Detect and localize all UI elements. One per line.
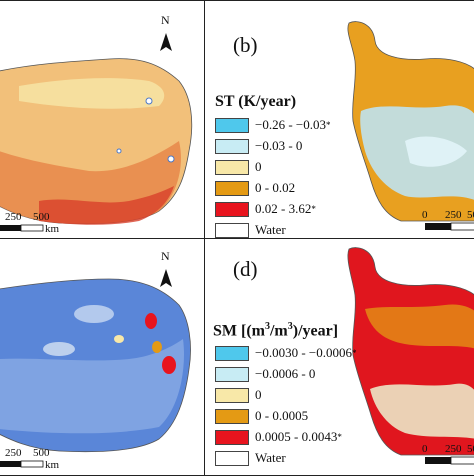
legend-d-title-sup2: 3	[287, 321, 293, 332]
scalebar-c-dark	[0, 461, 21, 467]
legend-label: −0.0030 - −0.0006	[255, 345, 352, 360]
scalebar-d-dark	[425, 457, 451, 464]
legend-item: −0.0030 - −0.0006 *	[215, 343, 357, 363]
scale-c-unit: km	[45, 459, 60, 471]
legend-label: Water	[255, 222, 286, 237]
legend-label: 0.02 - 3.62	[255, 201, 312, 216]
legend-d-title-mid: /m	[269, 322, 288, 340]
north-label-a: N	[161, 13, 170, 27]
legend-item: 0.02 - 3.62 *	[215, 199, 316, 219]
scale-a-500: 500	[33, 211, 50, 223]
legend-label: Water	[255, 450, 286, 465]
legend-label: 0	[255, 387, 262, 402]
legend-item: 0 - 0.0005	[215, 406, 308, 426]
legend-significance-mark: *	[326, 120, 331, 130]
map-b	[347, 21, 474, 231]
legend-swatch	[215, 180, 249, 196]
hot-zone-a	[39, 186, 174, 225]
north-arrow-c	[160, 269, 172, 287]
legend-d-title-prefix: SM [(m	[213, 322, 265, 340]
scale-a-unit: km	[45, 223, 60, 235]
legend-d-title-suffix: )/year]	[292, 322, 339, 340]
cool-zone-a	[19, 78, 165, 109]
legend-item: −0.03 - 0	[215, 136, 302, 156]
legend-label: 0	[255, 159, 262, 174]
panel-a: N 250 500 km	[0, 0, 206, 240]
scalebar-a-light	[20, 224, 44, 232]
legend-label: −0.0006 - 0	[255, 366, 316, 381]
legend-d-title-sup1: 3	[264, 321, 270, 332]
scale-b-0: 0	[422, 209, 428, 221]
scale-b-250: 250	[445, 209, 462, 221]
scale-d-500: 50	[467, 443, 474, 455]
legend-item: Water	[215, 448, 286, 468]
water-a2	[116, 148, 122, 154]
north-arrow-a	[160, 33, 172, 51]
legend-swatch	[215, 345, 249, 361]
north-label-c: N	[161, 249, 170, 263]
scale-c-250: 250	[5, 447, 22, 459]
map-c	[0, 269, 191, 468]
cool-patch-b	[405, 136, 467, 167]
legend-swatch	[215, 429, 249, 445]
scale-a-250: 250	[5, 211, 22, 223]
legend-swatch	[215, 201, 249, 217]
legend-swatch	[215, 408, 249, 424]
legend-swatch	[215, 222, 249, 238]
legend-item: 0	[215, 385, 262, 405]
legend-b-title: ST (K/year)	[215, 93, 297, 110]
red-patch-c2	[162, 356, 176, 374]
water-a1	[145, 97, 153, 105]
legend-label: 0 - 0.02	[255, 180, 296, 195]
legend-significance-mark: *	[352, 348, 357, 358]
pale-patch-c1	[74, 305, 114, 323]
panel-d: (d) SM [(m3/m3)/year] −0.0030 - −0.0006 *…	[204, 238, 474, 476]
legend-swatch	[215, 387, 249, 403]
legend-swatch	[215, 366, 249, 382]
panel-b-label: (b)	[233, 33, 258, 57]
legend-item: −0.26 - −0.03 *	[215, 115, 331, 135]
legend-item: 0	[215, 157, 262, 177]
legend-label: −0.26 - −0.03	[255, 117, 326, 132]
legend-label: 0.0005 - 0.0043	[255, 429, 338, 444]
pale-patch-c2	[43, 342, 75, 356]
legend-d-title: SM [(m3/m3)/year]	[213, 321, 338, 340]
legend-item: 0 - 0.02	[215, 178, 295, 198]
red-patch-c1	[145, 313, 157, 329]
water-a3	[167, 155, 175, 163]
panel-c: N 250 500 km	[0, 238, 206, 476]
scalebar-b-light	[450, 222, 474, 231]
legend-label: 0 - 0.0005	[255, 408, 309, 423]
legend-item: 0.0005 - 0.0043 *	[215, 427, 342, 447]
legend-item: −0.0006 - 0	[215, 364, 315, 384]
legend-swatch	[215, 450, 249, 466]
orange-patch-c1	[152, 341, 162, 353]
legend-swatch	[215, 138, 249, 154]
map-d	[347, 247, 474, 465]
scale-c-500: 500	[33, 447, 50, 459]
scale-d-250: 250	[445, 443, 462, 455]
scalebar-c-light	[20, 460, 44, 468]
legend-swatch	[215, 159, 249, 175]
scalebar-d-light	[450, 456, 474, 465]
legend-item: Water	[215, 220, 286, 239]
legend-swatch	[215, 117, 249, 133]
legend-label: −0.03 - 0	[255, 138, 303, 153]
light-zone-c	[0, 339, 184, 434]
scale-d-0: 0	[422, 443, 428, 455]
panel-d-label: (d)	[233, 257, 258, 281]
scalebar-a-dark	[0, 225, 21, 231]
scalebar-b-dark	[425, 223, 451, 230]
map-a	[0, 33, 193, 232]
legend-significance-mark: *	[337, 432, 342, 442]
scale-b-500: 50	[467, 209, 474, 221]
orange-zone-d	[365, 304, 474, 349]
cool-zone-d	[370, 383, 474, 439]
yellow-patch-c1	[114, 335, 124, 343]
legend-significance-mark: *	[311, 204, 316, 214]
